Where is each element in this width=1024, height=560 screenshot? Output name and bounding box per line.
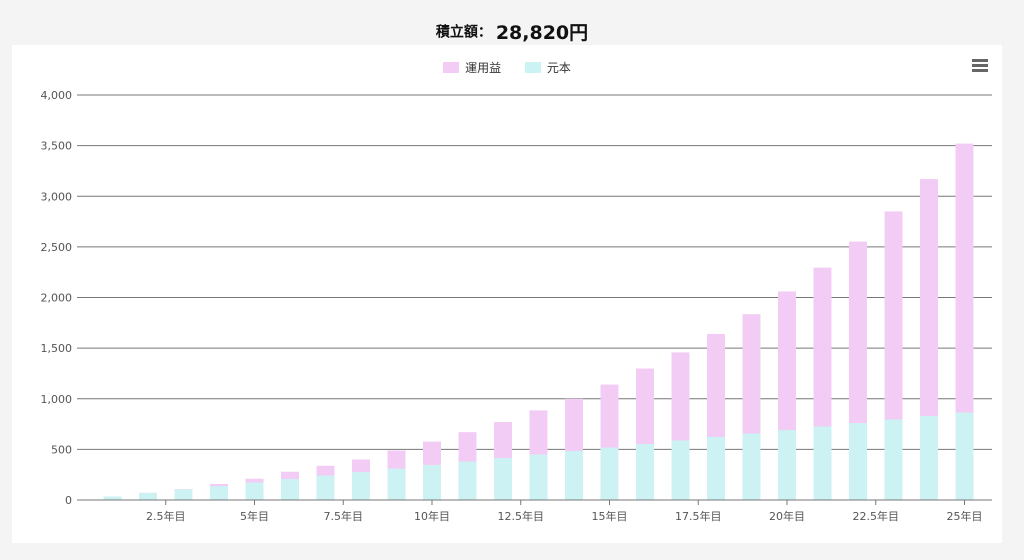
legend-swatch-profit <box>443 62 460 73</box>
bar-principal[interactable] <box>955 412 974 500</box>
bar-principal[interactable] <box>423 464 441 500</box>
bar-principal[interactable] <box>139 493 157 500</box>
legend-item-profit[interactable]: 運用益 <box>443 59 501 76</box>
bar-principal[interactable] <box>884 419 903 500</box>
bar-principal[interactable] <box>316 475 335 500</box>
bar-profit[interactable] <box>920 179 938 416</box>
bar-principal[interactable] <box>636 444 654 500</box>
chart-legend: 運用益 元本 <box>12 59 1002 76</box>
bar-profit[interactable] <box>884 211 903 420</box>
bar-profit[interactable] <box>245 478 264 483</box>
x-tick-label: 17.5年目 <box>675 509 722 523</box>
y-tick-label: 1,500 <box>41 342 73 355</box>
legend-item-principal[interactable]: 元本 <box>524 59 571 76</box>
bar-principal[interactable] <box>849 423 867 500</box>
x-tick-label: 2.5年目 <box>146 509 186 523</box>
bar-profit[interactable] <box>387 450 406 469</box>
bar-principal[interactable] <box>600 447 619 500</box>
bar-profit[interactable] <box>352 459 370 473</box>
legend-swatch-principal <box>524 62 541 73</box>
bar-principal[interactable] <box>458 461 477 500</box>
bar-profit[interactable] <box>458 432 477 462</box>
bar-profit[interactable] <box>494 422 512 458</box>
bar-principal[interactable] <box>742 433 761 500</box>
menu-bar <box>972 64 988 67</box>
bar-profit[interactable] <box>671 352 690 441</box>
bar-profit[interactable] <box>316 465 335 476</box>
bar-principal[interactable] <box>813 426 832 500</box>
bar-principal[interactable] <box>707 437 725 500</box>
bar-profit[interactable] <box>707 333 725 438</box>
legend-label-profit: 運用益 <box>465 61 502 75</box>
bar-principal[interactable] <box>387 468 406 500</box>
legend-label-principal: 元本 <box>546 61 571 75</box>
x-tick-label: 15年目 <box>592 509 628 523</box>
bar-principal[interactable] <box>281 479 299 500</box>
y-tick-label: 2,000 <box>41 292 73 305</box>
x-tick-label: 5年目 <box>240 509 269 523</box>
y-tick-label: 0 <box>65 494 72 507</box>
bar-profit[interactable] <box>423 441 441 465</box>
bar-profit[interactable] <box>849 241 867 424</box>
x-tick-label: 25年目 <box>947 509 983 523</box>
hamburger-menu-icon[interactable] <box>970 57 990 75</box>
bar-principal[interactable] <box>671 440 690 500</box>
bar-profit[interactable] <box>600 384 619 448</box>
y-tick-label: 1,000 <box>41 393 73 406</box>
bar-principal[interactable] <box>494 457 512 500</box>
y-tick-label: 3,500 <box>41 140 73 153</box>
menu-bar <box>972 59 988 62</box>
menu-bar <box>972 69 988 72</box>
stacked-bar-chart: 0 500 1,000 1,500 2,000 2,500 3,000 3,500 4,000 2… <box>41 89 992 523</box>
bar-principal[interactable] <box>565 450 583 500</box>
bar-profit[interactable] <box>565 398 583 451</box>
bar-profit[interactable] <box>281 471 299 480</box>
bar-principal[interactable] <box>352 472 370 500</box>
total-amount-header: 積立額： 28,820円 <box>0 18 1024 46</box>
bar-principal[interactable] <box>245 482 264 500</box>
bar-profit[interactable] <box>210 484 228 487</box>
bar-profit[interactable] <box>742 314 761 434</box>
bar-profit[interactable] <box>529 410 548 455</box>
bar-principal[interactable] <box>529 454 548 500</box>
bar-profit[interactable] <box>955 143 974 413</box>
y-tick-label: 3,000 <box>41 190 73 203</box>
chart-card: 0 500 1,000 1,500 2,000 2,500 3,000 3,500 4,000 2… <box>12 45 1002 543</box>
bar-principal[interactable] <box>103 496 122 500</box>
bar-principal[interactable] <box>778 430 796 500</box>
x-tick-label: 20年目 <box>769 509 805 523</box>
total-amount-label: 積立額： <box>435 24 492 41</box>
y-tick-label: 4,000 <box>41 89 73 102</box>
y-tick-label: 500 <box>51 443 72 456</box>
bar-principal[interactable] <box>174 489 193 500</box>
bar-profit[interactable] <box>636 368 654 445</box>
x-tick-label: 7.5年目 <box>324 509 364 523</box>
x-tick-label: 22.5年目 <box>853 509 900 523</box>
bar-profit[interactable] <box>778 291 796 431</box>
y-tick-label: 2,500 <box>41 241 73 254</box>
bar-principal[interactable] <box>210 486 228 500</box>
bar-principal[interactable] <box>920 415 938 500</box>
total-amount-value: 28,820円 <box>495 22 589 44</box>
x-tick-label: 12.5年目 <box>498 509 545 523</box>
x-tick-label: 10年目 <box>414 509 450 523</box>
bar-profit[interactable] <box>813 267 832 427</box>
